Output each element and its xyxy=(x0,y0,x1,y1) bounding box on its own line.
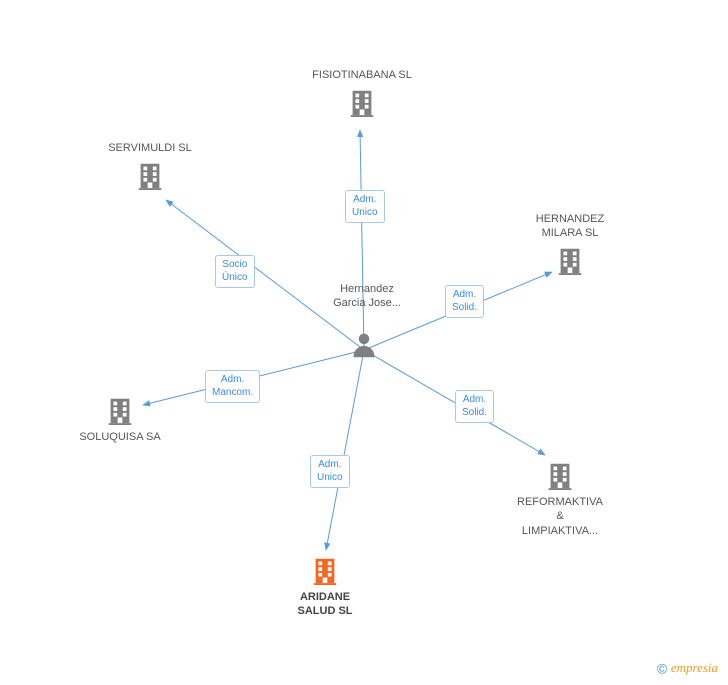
person-icon[interactable] xyxy=(350,330,378,360)
edge-label: Socio Único xyxy=(215,255,255,288)
edge-line xyxy=(166,200,364,350)
edge-label: Adm. Unico xyxy=(310,455,350,488)
brand-name: empresia xyxy=(671,660,718,675)
node-label: HERNANDEZ MILARA SL xyxy=(500,212,640,241)
node-label: SOLUQUISA SA xyxy=(50,430,190,444)
copyright-symbol: © xyxy=(657,661,667,677)
building-icon[interactable] xyxy=(135,160,165,190)
building-icon[interactable] xyxy=(310,555,340,585)
footer-brand: © empresia xyxy=(657,660,718,677)
building-icon[interactable] xyxy=(555,245,585,275)
node-label: SERVIMULDI SL xyxy=(80,141,220,155)
edge-label: Adm. Solid. xyxy=(445,285,484,318)
edge-line xyxy=(360,130,364,350)
building-icon[interactable] xyxy=(105,395,135,425)
edge-label: Adm. Solid. xyxy=(455,390,494,423)
edge-label: Adm. Mancom. xyxy=(205,370,260,403)
node-label: REFORMAKTIVA & LIMPIAKTIVA... xyxy=(490,495,630,538)
building-icon[interactable] xyxy=(545,460,575,490)
node-label: ARIDANE SALUD SL xyxy=(255,590,395,619)
center-node-label: Hernandez Garcia Jose... xyxy=(332,282,402,311)
edge-line xyxy=(326,350,364,550)
node-label: FISIOTINABANA SL xyxy=(292,68,432,82)
edge-label: Adm. Unico xyxy=(345,190,385,223)
building-icon[interactable] xyxy=(347,87,377,117)
